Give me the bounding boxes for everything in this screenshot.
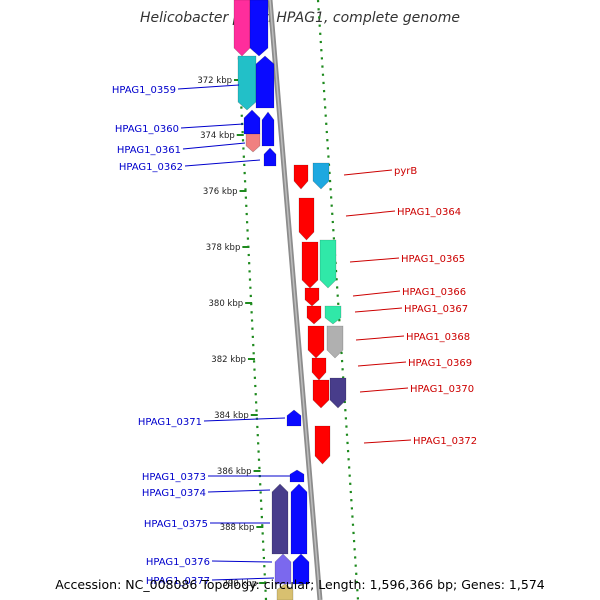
gene-label-right: HPAG1_0370 xyxy=(410,384,474,395)
accession-text: Accession: NC_008086 xyxy=(55,577,198,592)
gene-leader-line xyxy=(180,123,244,129)
gene-block xyxy=(263,147,277,167)
gene-label-left: HPAG1_0360 xyxy=(115,124,179,135)
gene-label-right: pyrB xyxy=(394,166,417,177)
gene-block xyxy=(329,377,347,409)
gene-leader-line xyxy=(354,307,403,313)
gene-block xyxy=(274,553,292,585)
gene-block xyxy=(286,409,302,427)
gene-label-left: HPAG1_0373 xyxy=(142,472,206,483)
gene-label-right: HPAG1_0368 xyxy=(406,332,470,343)
gene-label-right: HPAG1_0372 xyxy=(413,436,477,447)
gene-label-left: HPAG1_0362 xyxy=(119,162,183,173)
gene-label-right: HPAG1_0369 xyxy=(408,358,472,369)
gene-block xyxy=(289,469,305,483)
gene-label-right: HPAG1_0365 xyxy=(401,254,465,265)
gene-block xyxy=(293,164,309,190)
gene-label-right: HPAG1_0364 xyxy=(397,207,461,218)
ruler-label: 384 kbp xyxy=(214,411,249,421)
gene-block xyxy=(307,325,325,359)
ruler-label: 374 kbp xyxy=(200,131,235,141)
inner-dotted-guide xyxy=(316,0,360,600)
gene-leader-line xyxy=(211,560,273,563)
gene-block xyxy=(255,55,275,109)
gene-leader-line xyxy=(349,257,400,263)
gene-block xyxy=(312,162,330,190)
gene-block xyxy=(233,0,251,57)
gene-block xyxy=(314,425,331,465)
gene-block xyxy=(312,379,330,409)
gene-block xyxy=(304,287,320,307)
gene-block xyxy=(243,109,261,135)
gene-block xyxy=(319,239,337,289)
gene-block xyxy=(271,483,289,555)
topology-text: Topology: circular; xyxy=(201,577,315,592)
gene-leader-line xyxy=(355,335,405,341)
genome-backbone-highlight xyxy=(269,0,321,600)
gene-label-right: HPAG1_0366 xyxy=(402,287,466,298)
gene-leader-line xyxy=(184,159,261,167)
gene-leader-line xyxy=(203,417,286,422)
genes-count-text: Genes: 1,574 xyxy=(461,577,545,592)
gene-label-left: HPAG1_0371 xyxy=(138,417,202,428)
gene-leader-line xyxy=(359,387,409,393)
gene-block xyxy=(290,483,308,555)
ruler-label: 382 kbp xyxy=(211,355,246,365)
gene-block xyxy=(298,197,315,241)
ruler-label: 390 kbp xyxy=(223,579,258,589)
gene-block xyxy=(276,583,294,600)
gene-leader-line xyxy=(357,361,407,367)
ruler-label: 386 kbp xyxy=(217,467,252,477)
gene-label-left: HPAG1_0361 xyxy=(117,145,181,156)
gene-leader-line xyxy=(345,210,396,217)
gene-label-right: HPAG1_0367 xyxy=(404,304,468,315)
gene-block xyxy=(249,0,269,57)
length-text: Length: 1,596,366 bp; xyxy=(318,577,458,592)
genome-title: Helicobacter pylori HPAG1, complete geno… xyxy=(140,10,460,26)
gene-leader-line xyxy=(207,489,271,493)
gene-leader-line xyxy=(177,84,240,90)
gene-block xyxy=(292,553,310,585)
ruler-label: 378 kbp xyxy=(206,243,241,253)
ruler-label: 376 kbp xyxy=(203,187,238,197)
gene-block xyxy=(324,305,342,325)
gene-label-left: HPAG1_0377 xyxy=(146,576,210,587)
gene-leader-line xyxy=(343,169,393,176)
gene-block xyxy=(237,55,257,111)
gene-label-left: HPAG1_0375 xyxy=(144,519,208,530)
ruler-label: 372 kbp xyxy=(197,76,232,86)
gene-label-left: HPAG1_0359 xyxy=(112,85,176,96)
gene-block xyxy=(306,305,322,325)
gene-block xyxy=(301,241,319,289)
gene-leader-line xyxy=(211,577,275,581)
gene-leader-line xyxy=(363,439,412,444)
gene-block xyxy=(326,325,344,359)
gene-leader-line xyxy=(352,290,401,297)
gene-leader-line xyxy=(182,142,246,150)
gene-block xyxy=(245,133,261,153)
gene-block xyxy=(261,111,275,147)
ruler-label: 380 kbp xyxy=(209,299,244,309)
genome-summary: Accession: NC_008086 Topology: circular;… xyxy=(0,577,600,592)
ruler-label: 388 kbp xyxy=(220,523,255,533)
gene-block xyxy=(311,357,327,381)
gene-label-left: HPAG1_0374 xyxy=(142,488,206,499)
gene-label-left: HPAG1_0376 xyxy=(146,557,210,568)
